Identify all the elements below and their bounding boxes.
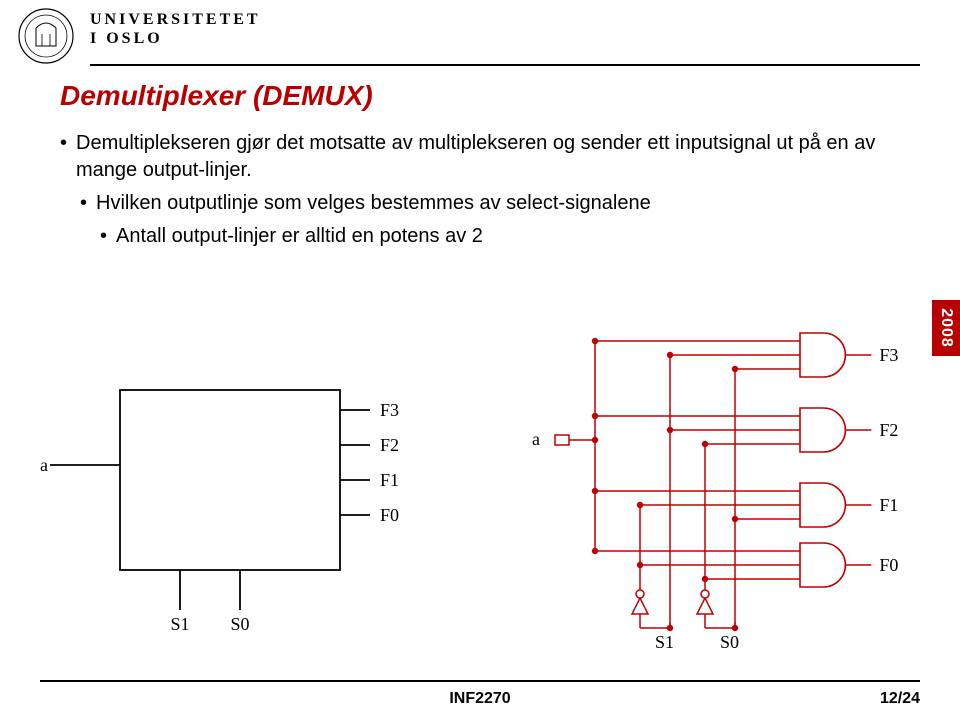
university-name: UNIVERSITETET I OSLO bbox=[90, 10, 261, 48]
slide-title: Demultiplexer (DEMUX) bbox=[60, 80, 373, 112]
demux-block-diagram: a F3 F2 F1 F0 S1 S0 bbox=[40, 370, 460, 630]
svg-text:F3: F3 bbox=[879, 345, 898, 365]
year-label: 2008 bbox=[937, 308, 955, 348]
svg-text:S0: S0 bbox=[230, 614, 249, 630]
demux-gate-diagram: a S1 S0 F3 F2 F1 F0 bbox=[520, 300, 920, 660]
university-line2: I OSLO bbox=[90, 29, 261, 48]
bullet-text: Antall output-linjer er alltid en potens… bbox=[116, 223, 483, 250]
header-rule bbox=[90, 64, 920, 66]
svg-text:F1: F1 bbox=[380, 470, 399, 490]
svg-text:S1: S1 bbox=[170, 614, 189, 630]
svg-text:F0: F0 bbox=[380, 505, 399, 525]
svg-text:F2: F2 bbox=[380, 435, 399, 455]
bullet-list: •Demultiplekseren gjør det motsatte av m… bbox=[60, 130, 880, 256]
university-line1: UNIVERSITETET bbox=[90, 10, 261, 29]
svg-text:F3: F3 bbox=[380, 400, 399, 420]
svg-text:F1: F1 bbox=[879, 495, 898, 515]
svg-text:S1: S1 bbox=[655, 632, 674, 652]
footer-page: 12/24 bbox=[880, 690, 920, 708]
year-tab: 2008 bbox=[932, 300, 960, 356]
bullet-text: Hvilken outputlinje som velges bestemmes… bbox=[96, 190, 651, 217]
footer-course: INF2270 bbox=[0, 690, 960, 708]
bullet-text: Demultiplekseren gjør det motsatte av mu… bbox=[76, 130, 880, 184]
svg-text:S0: S0 bbox=[720, 632, 739, 652]
university-seal-icon bbox=[16, 6, 76, 66]
svg-text:F0: F0 bbox=[879, 555, 898, 575]
footer-rule bbox=[40, 680, 920, 682]
svg-text:a: a bbox=[532, 429, 540, 449]
bullet-item: •Demultiplekseren gjør det motsatte av m… bbox=[60, 130, 880, 184]
svg-text:F2: F2 bbox=[879, 420, 898, 440]
bullet-item: •Antall output-linjer er alltid en poten… bbox=[100, 223, 880, 250]
bullet-item: •Hvilken outputlinje som velges bestemme… bbox=[80, 190, 880, 217]
svg-text:a: a bbox=[40, 455, 48, 475]
